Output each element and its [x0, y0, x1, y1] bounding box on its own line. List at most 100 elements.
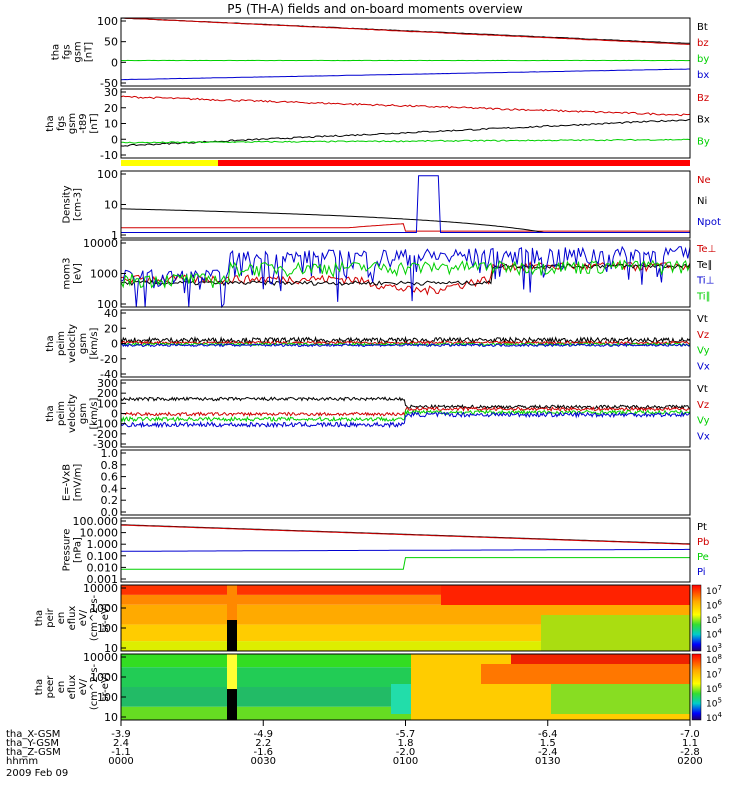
- y-axis-label: -t89: [78, 113, 89, 133]
- x-tick-label: -2.8: [680, 747, 700, 758]
- legend-entry: Vy: [697, 416, 710, 427]
- series-line-Te⊥: [120, 260, 691, 296]
- legend-entry: Vt: [697, 314, 708, 325]
- y-tick-label: -200: [93, 428, 118, 441]
- series-line-Ni: [120, 208, 690, 233]
- series-line-By: [121, 138, 691, 144]
- legend-entry: Vx: [697, 431, 710, 442]
- series-line-bx: [120, 68, 690, 81]
- colorbar: [691, 584, 702, 652]
- y-tick-label: 200: [97, 387, 118, 400]
- legend-entry: Bz: [697, 93, 709, 104]
- series-line-Ti∥: [120, 259, 691, 289]
- series-line-bz: [121, 17, 691, 45]
- legend-entry: bz: [697, 38, 709, 49]
- y-axis-label: tha: [34, 610, 45, 626]
- y-tick-label: 300: [97, 377, 118, 390]
- y-tick-label: 0.4: [101, 482, 119, 495]
- y-axis-label: peim: [56, 401, 67, 426]
- legend-entry: Bx: [697, 115, 710, 126]
- panel-frame: [120, 517, 691, 583]
- spectrogram-gap: [227, 689, 237, 720]
- spectrogram-band: [121, 594, 690, 605]
- y-axis-label: gsm: [67, 113, 78, 134]
- colorbar-tick: 104: [706, 628, 722, 641]
- y-tick-label: 30: [104, 86, 118, 99]
- y-axis-label: [km/s]: [89, 397, 100, 429]
- y-tick-label: 0.100: [87, 550, 119, 563]
- legend-entry: by: [697, 54, 709, 65]
- y-tick-label: 10000: [83, 237, 118, 250]
- mode-bar-slow: [121, 160, 218, 166]
- legend-entry: Ti⊥: [696, 276, 714, 287]
- legend-entry: Te∥: [696, 260, 713, 271]
- y-tick-label: 100: [97, 397, 118, 410]
- x-tick-label: 2.4: [113, 738, 129, 749]
- y-tick-label: 100: [97, 622, 118, 635]
- y-tick-label: -50: [100, 77, 118, 90]
- y-axis-label: sr-eV): [100, 603, 111, 632]
- y-axis-label: [cm-3]: [73, 188, 84, 221]
- y-tick-label: 1000: [90, 268, 118, 281]
- y-tick-label: 0.0: [101, 506, 119, 519]
- y-tick-label: 10: [104, 711, 118, 724]
- series-line-Vx: [120, 410, 691, 429]
- legend-entry: Vz: [697, 400, 709, 411]
- y-axis-label: gsm: [78, 403, 89, 424]
- y-axis-label: [nT]: [89, 113, 100, 133]
- y-tick-label: 10.000: [80, 527, 119, 540]
- y-axis-label: [nT]: [84, 42, 95, 62]
- y-tick-label: 1000: [90, 671, 118, 684]
- y-tick-label: 20: [104, 322, 118, 335]
- x-tick-label: 1.1: [682, 738, 698, 749]
- y-axis-label: tha: [34, 679, 45, 695]
- legend-entry: Vx: [697, 361, 710, 372]
- y-tick-label: 10000: [83, 582, 118, 595]
- x-tick-label: -4.9: [253, 729, 273, 740]
- y-axis-label: gsm: [73, 41, 84, 62]
- y-tick-label: 1000: [90, 602, 118, 615]
- spectrogram-band: [481, 664, 690, 684]
- x-tick-label: -1.6: [253, 747, 273, 758]
- series-line-Bz: [120, 95, 691, 117]
- y-tick-label: 0.001: [87, 573, 119, 586]
- colorbar-tick: 106: [706, 682, 722, 695]
- x-tick-label: -7.0: [680, 729, 700, 740]
- y-tick-label: 0.6: [101, 471, 119, 484]
- series-line-Pe: [121, 557, 690, 570]
- colorbar-tick: 104: [706, 711, 722, 724]
- y-axis-label: Density: [62, 185, 73, 223]
- legend-entry: Bt: [697, 22, 708, 33]
- y-axis-label: tha: [45, 405, 56, 421]
- series-line-Npot: [121, 175, 690, 233]
- y-tick-label: 1: [111, 229, 118, 242]
- series-line-Vt: [120, 396, 691, 410]
- x-tick-label: -2.0: [396, 747, 416, 758]
- x-axis-row-label: tha_X-GSM: [6, 729, 60, 740]
- colorbar: [691, 653, 702, 721]
- legend-entry: Pi: [697, 567, 706, 578]
- chart-title: P5 (TH-A) fields and on-board moments ov…: [227, 2, 523, 16]
- y-axis-label: sr-eV): [100, 672, 111, 701]
- y-axis-label: eV/: [78, 678, 89, 695]
- x-tick-label: -2.4: [538, 747, 558, 758]
- y-tick-label: -300: [93, 438, 118, 451]
- y-tick-label: 100: [97, 168, 118, 181]
- legend-entry: Vt: [697, 384, 708, 395]
- y-axis-label: eflux: [67, 675, 78, 700]
- y-tick-label: -40: [100, 368, 118, 381]
- legend-entry: Vz: [697, 330, 709, 341]
- series-line-Te∥: [120, 263, 691, 287]
- colorbar-tick: 107: [706, 668, 722, 681]
- y-axis-label: en: [56, 612, 67, 625]
- spectrogram-band: [121, 585, 690, 595]
- y-tick-label: -10: [100, 149, 118, 162]
- y-axis-label: E=-VxB: [62, 464, 73, 501]
- date-label: 2009 Feb 09: [6, 768, 68, 779]
- spectrogram-band: [551, 684, 690, 714]
- y-tick-label: 0.8: [101, 459, 119, 472]
- y-axis-label: tha: [45, 115, 56, 131]
- series-line-Pi: [121, 548, 690, 552]
- y-axis-label: gsm: [78, 333, 89, 354]
- legend-entry: Ne: [697, 175, 711, 186]
